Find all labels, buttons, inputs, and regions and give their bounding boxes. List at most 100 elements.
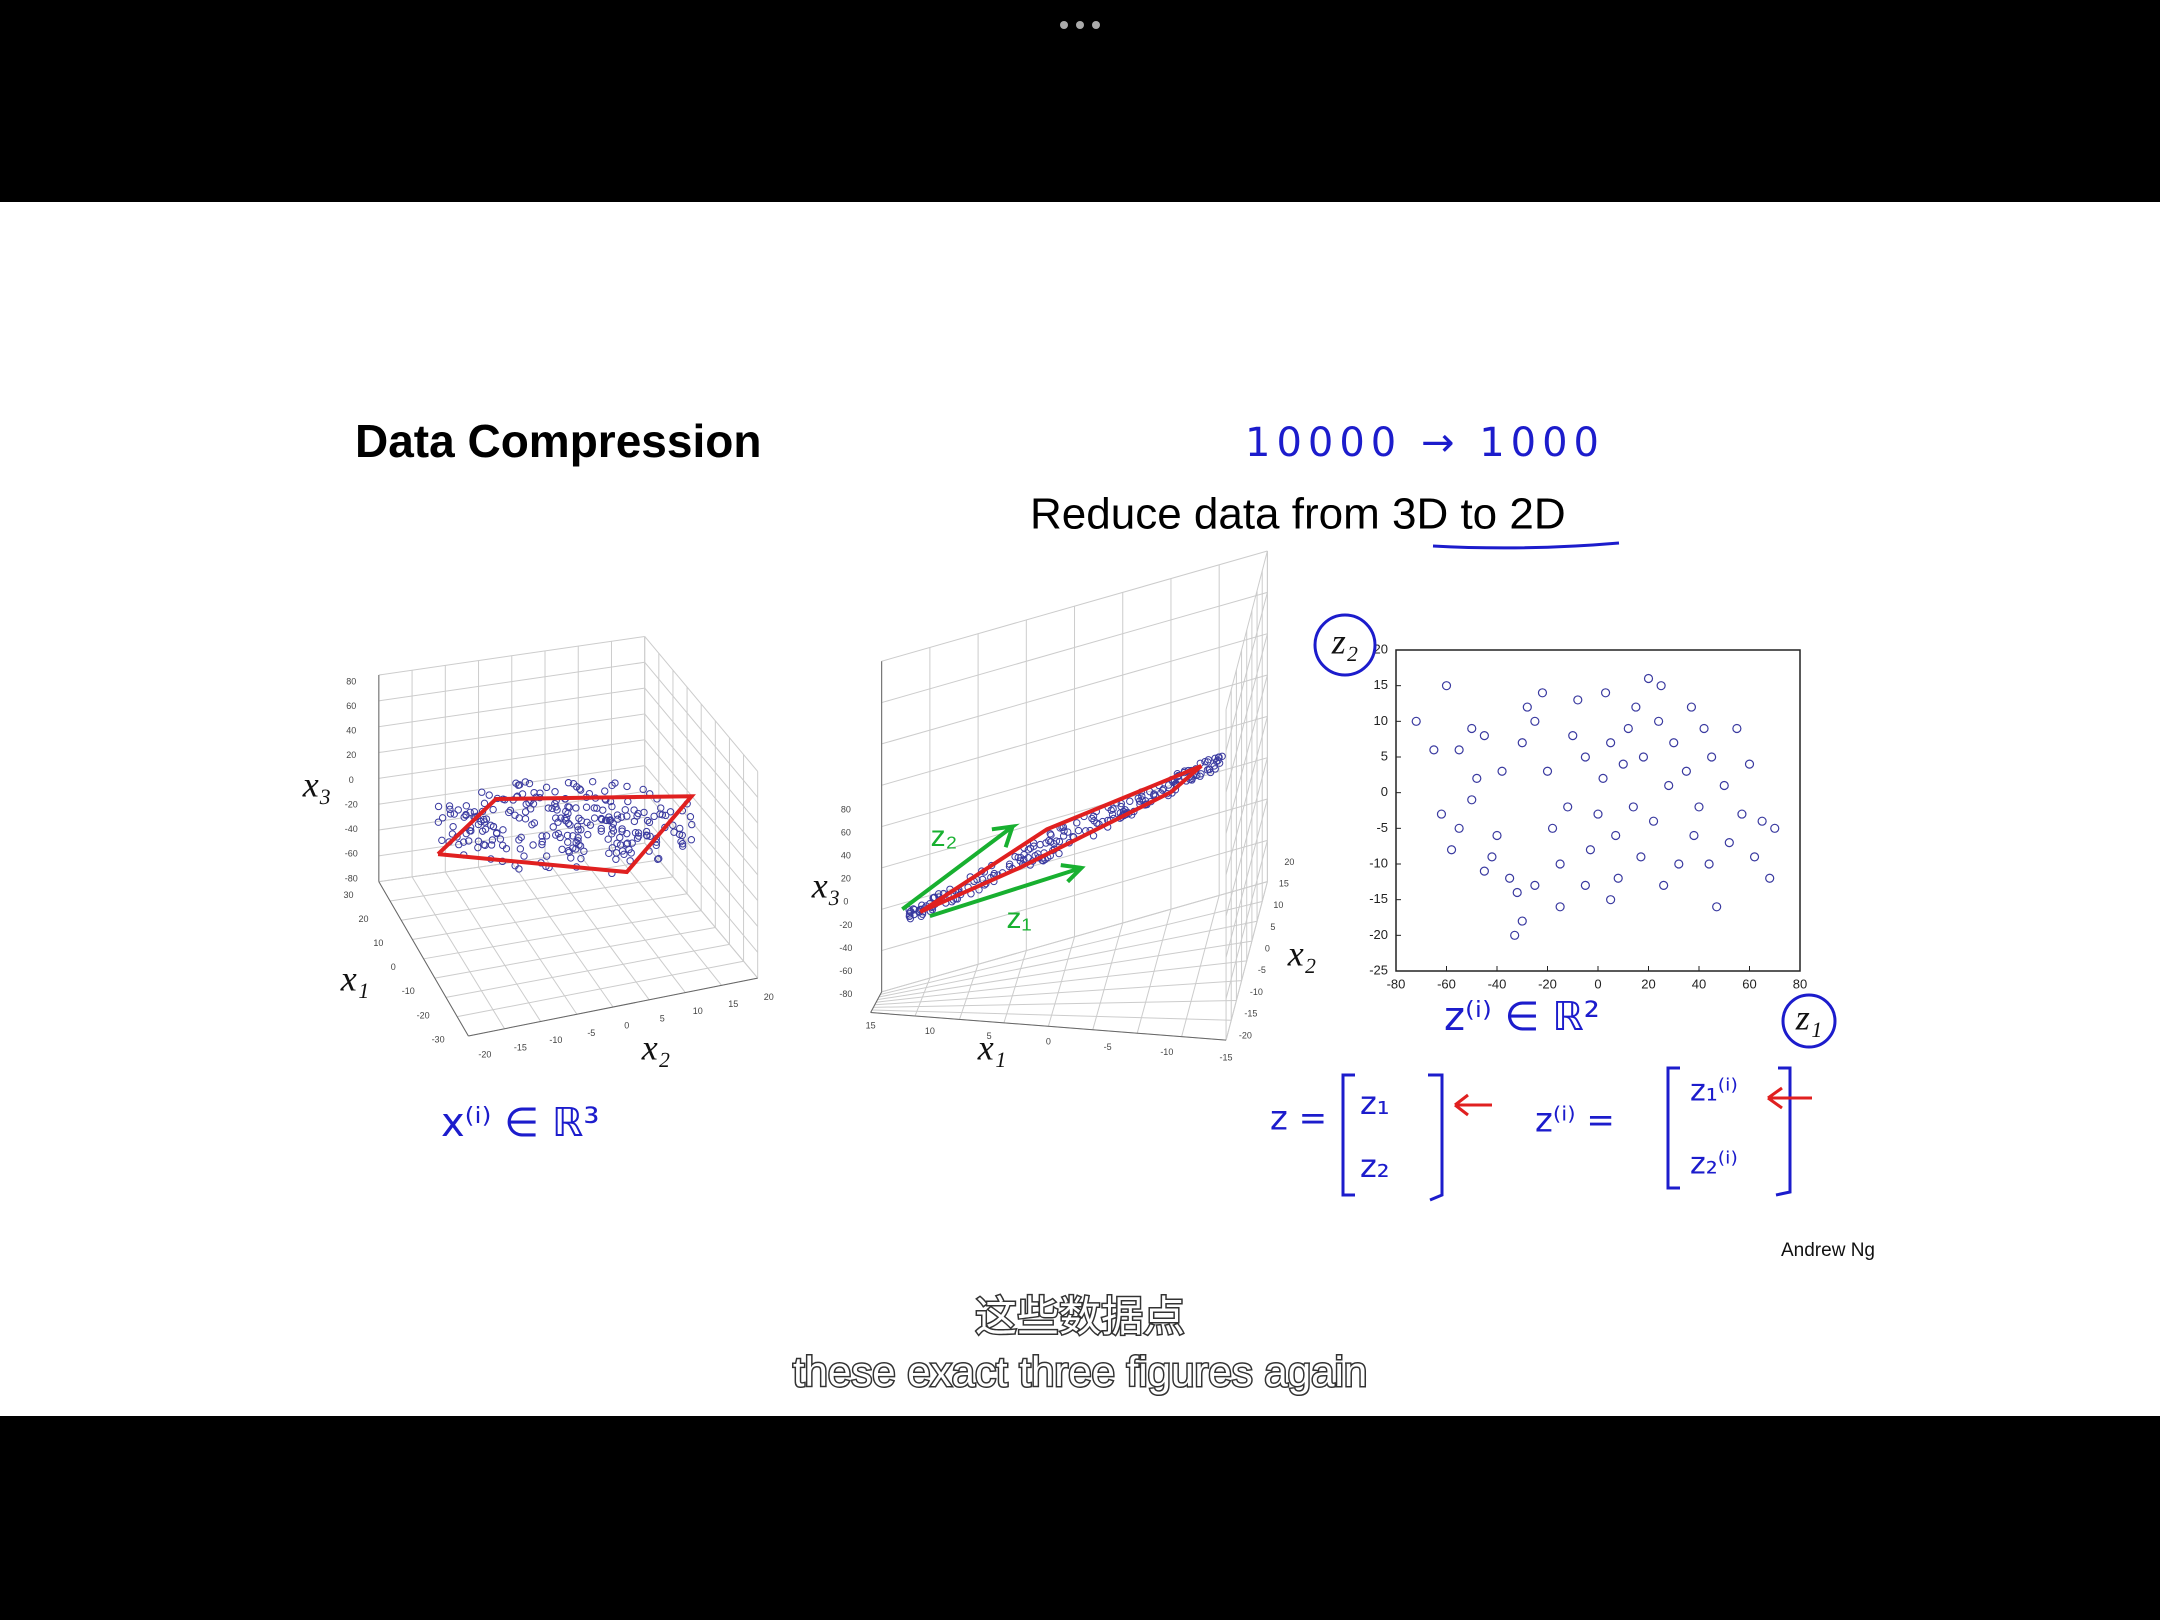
scatter-point bbox=[1555, 859, 1565, 869]
cloud-point bbox=[645, 818, 654, 827]
scatter-point bbox=[1659, 880, 1669, 891]
grid-line bbox=[1136, 909, 1172, 1034]
scatter-point bbox=[1467, 723, 1477, 734]
scatter-plot: -25 -20 -15 -10 -5 0 5 10 15 20 -80 -60 -40 -20 0 20 40 6… bbox=[1369, 641, 1807, 991]
tick-label: -80 bbox=[345, 873, 358, 883]
scatter-point bbox=[1580, 880, 1590, 891]
cloud-point bbox=[1052, 837, 1061, 845]
cloud-point bbox=[616, 833, 624, 842]
scatter-point bbox=[1653, 716, 1664, 726]
cloud-point bbox=[574, 826, 582, 834]
scatter-point bbox=[1648, 816, 1659, 826]
y-axis-label: z₂ bbox=[1331, 621, 1359, 661]
vector-lhs: z⁽ⁱ⁾ = bbox=[1535, 1101, 1615, 1141]
scatter-point bbox=[1686, 702, 1697, 712]
cloud-point bbox=[1150, 790, 1158, 798]
cloud-point bbox=[489, 822, 498, 831]
cloud-point bbox=[642, 827, 651, 836]
cloud-point bbox=[616, 841, 625, 849]
scatter-point bbox=[1429, 745, 1439, 755]
cloud-point bbox=[478, 788, 486, 796]
cloud-point bbox=[618, 825, 626, 833]
grid-line bbox=[378, 635, 645, 676]
cloud-point bbox=[905, 912, 914, 921]
tick-label: -15 bbox=[514, 1042, 527, 1052]
cloud-point bbox=[562, 813, 571, 822]
cloud-point bbox=[481, 825, 490, 833]
dot bbox=[1076, 21, 1084, 29]
x-tick-label: -60 bbox=[1437, 976, 1456, 991]
cloud-point bbox=[608, 802, 616, 811]
tick-label: -30 bbox=[432, 1034, 445, 1044]
cloud-point bbox=[657, 804, 665, 812]
cloud-point bbox=[1109, 805, 1117, 813]
cloud-point bbox=[528, 820, 536, 829]
dot bbox=[1060, 21, 1068, 29]
scatter-point bbox=[1479, 866, 1489, 876]
slide bbox=[0, 202, 2160, 1416]
tick-label: -10 bbox=[1160, 1047, 1173, 1057]
grid-line bbox=[577, 852, 686, 993]
grid-line bbox=[881, 550, 1268, 662]
cloud-point bbox=[597, 824, 605, 833]
cloud-point bbox=[438, 836, 446, 845]
cloud-point bbox=[1036, 840, 1044, 849]
scatter-point bbox=[1436, 809, 1447, 819]
cloud-point bbox=[552, 831, 560, 839]
cloud-point bbox=[650, 812, 658, 821]
grid-line bbox=[870, 991, 883, 1013]
tick-label: 20 bbox=[1284, 857, 1294, 867]
tick-label: -5 bbox=[587, 1028, 595, 1038]
grid-line bbox=[445, 943, 730, 998]
cloud-point bbox=[687, 836, 696, 844]
cloud-point bbox=[630, 806, 638, 814]
vector-entry: z₂ bbox=[1360, 1147, 1390, 1185]
scatter-point bbox=[1505, 873, 1515, 883]
cloud-point bbox=[449, 822, 457, 831]
cloud-point bbox=[1017, 854, 1025, 862]
cloud-point bbox=[666, 808, 675, 816]
cloud-point bbox=[517, 833, 525, 842]
cloud-point bbox=[565, 803, 573, 811]
cloud-point bbox=[686, 813, 695, 821]
cloud-point bbox=[489, 805, 497, 814]
y-tick-label: -10 bbox=[1369, 855, 1388, 870]
cloud-point bbox=[516, 845, 525, 853]
cloud-point bbox=[450, 810, 458, 818]
tick-label: -10 bbox=[402, 986, 415, 996]
cloud-point bbox=[538, 832, 546, 840]
scatter-point bbox=[1719, 780, 1729, 791]
scatter-point bbox=[1522, 702, 1532, 712]
cloud-point bbox=[623, 829, 631, 838]
cloud-point bbox=[529, 841, 537, 849]
y-tick-label: 15 bbox=[1374, 677, 1388, 692]
menu-dots[interactable] bbox=[1060, 21, 1100, 29]
scatter-point bbox=[1563, 802, 1573, 812]
cloud-point bbox=[580, 847, 588, 855]
dot bbox=[1092, 21, 1100, 29]
grid-line bbox=[434, 926, 716, 979]
cloud-point bbox=[652, 841, 660, 850]
scatter-point bbox=[1510, 930, 1520, 940]
tick-label: -5 bbox=[1104, 1042, 1112, 1052]
cloud-point bbox=[542, 832, 551, 840]
cloud-point bbox=[446, 810, 455, 818]
cloud-point bbox=[521, 778, 530, 786]
tick-label: 10 bbox=[693, 1006, 703, 1016]
y-tick-label: -25 bbox=[1369, 962, 1388, 977]
cloud-point bbox=[575, 785, 584, 793]
tick-label: 40 bbox=[346, 726, 356, 736]
cloud-point bbox=[1073, 819, 1081, 827]
cloud-point bbox=[688, 820, 696, 829]
cloud-point bbox=[520, 852, 528, 860]
cloud-point bbox=[574, 837, 582, 845]
cloud-point bbox=[630, 817, 639, 826]
tick-label: -20 bbox=[1239, 1030, 1252, 1040]
x-axis-label: z₁ bbox=[1795, 997, 1823, 1037]
cloud-point bbox=[459, 838, 468, 846]
tick-label: -10 bbox=[549, 1035, 562, 1045]
cloud-point bbox=[493, 829, 501, 837]
cloud-point bbox=[515, 865, 523, 873]
cloud-point bbox=[485, 791, 493, 799]
cloud-point bbox=[612, 855, 620, 863]
